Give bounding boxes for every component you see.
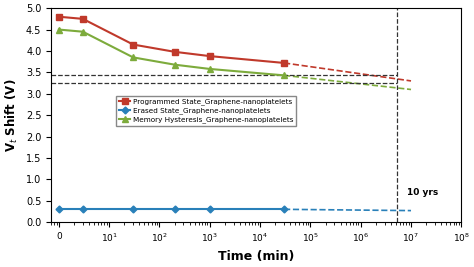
Erased State_Graphene-nanoplatelets [281, 208, 287, 211]
Line: Memory Hysteresis_Graphene-nanoplatelets: Memory Hysteresis_Graphene-nanoplatelets [55, 26, 288, 79]
Text: 10 yrs: 10 yrs [407, 188, 438, 197]
Programmed State_Graphene-nanoplatelets [281, 61, 287, 65]
Erased State_Graphene-nanoplatelets [207, 208, 213, 211]
Memory Hysteresis_Graphene-nanoplatelets [56, 28, 62, 31]
Erased State_Graphene-nanoplatelets [56, 208, 62, 211]
Memory Hysteresis_Graphene-nanoplatelets [172, 63, 177, 66]
Memory Hysteresis_Graphene-nanoplatelets [80, 30, 86, 33]
X-axis label: Time (min): Time (min) [218, 250, 294, 263]
Memory Hysteresis_Graphene-nanoplatelets [281, 74, 287, 77]
Y-axis label: V$_t$ Shift (V): V$_t$ Shift (V) [4, 78, 20, 152]
Memory Hysteresis_Graphene-nanoplatelets [130, 56, 136, 59]
Line: Programmed State_Graphene-nanoplatelets: Programmed State_Graphene-nanoplatelets [56, 14, 287, 66]
Erased State_Graphene-nanoplatelets [130, 208, 136, 211]
Legend: Programmed State_Graphene-nanoplatelets, Erased State_Graphene-nanoplatelets, Me: Programmed State_Graphene-nanoplatelets,… [116, 96, 296, 126]
Programmed State_Graphene-nanoplatelets [130, 43, 136, 46]
Erased State_Graphene-nanoplatelets [80, 208, 86, 211]
Programmed State_Graphene-nanoplatelets [56, 15, 62, 18]
Erased State_Graphene-nanoplatelets [172, 208, 177, 211]
Memory Hysteresis_Graphene-nanoplatelets [207, 67, 213, 70]
Programmed State_Graphene-nanoplatelets [80, 17, 86, 21]
Line: Erased State_Graphene-nanoplatelets: Erased State_Graphene-nanoplatelets [56, 207, 286, 212]
Programmed State_Graphene-nanoplatelets [172, 50, 177, 53]
Programmed State_Graphene-nanoplatelets [207, 54, 213, 58]
